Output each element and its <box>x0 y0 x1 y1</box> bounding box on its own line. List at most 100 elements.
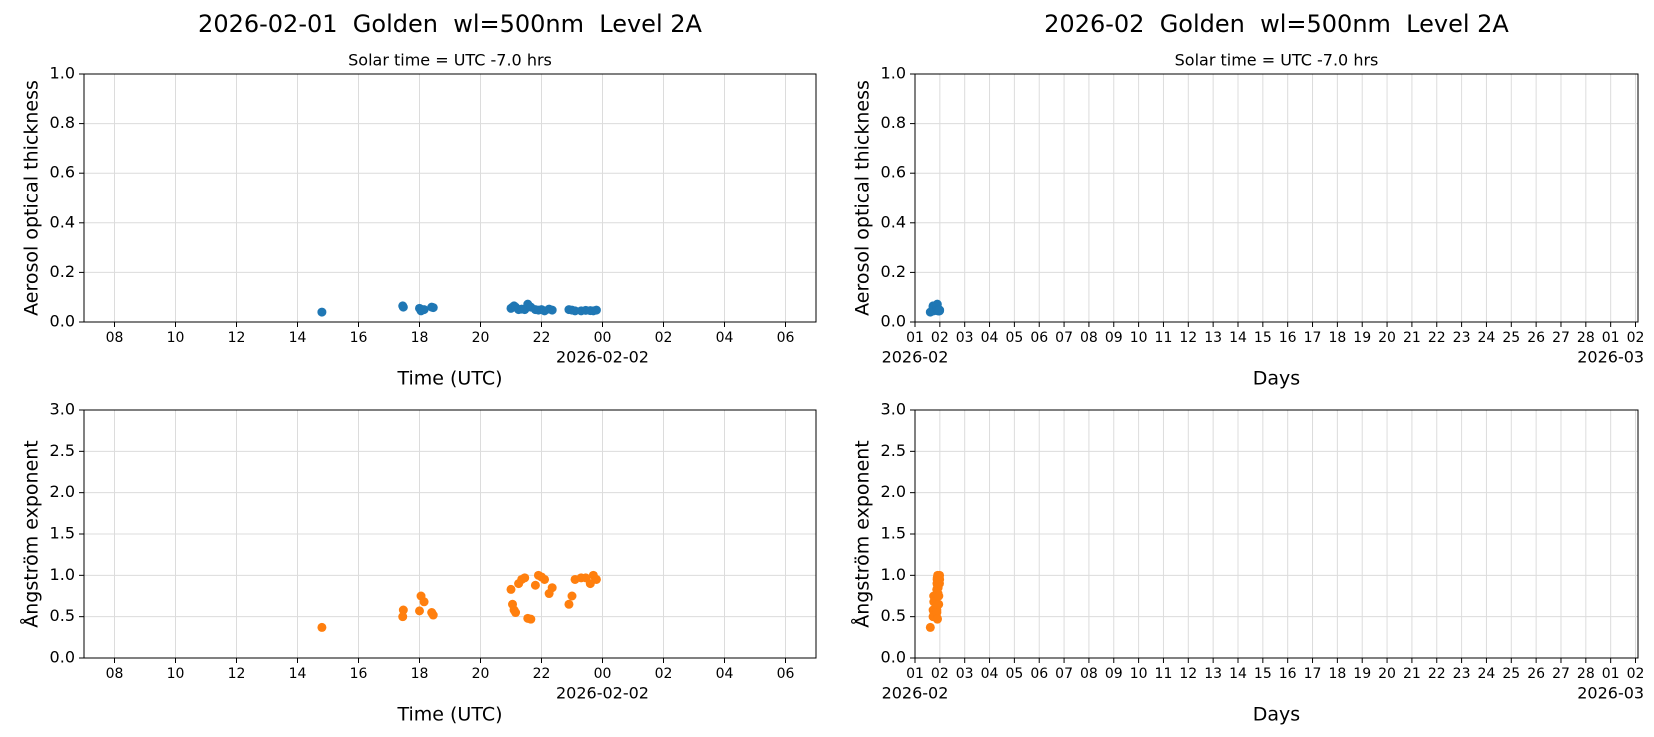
chart-subtitle: Solar time = UTC -7.0 hrs <box>348 51 552 70</box>
chart-title: 2026-02 Golden wl=500nm Level 2A <box>1044 10 1509 38</box>
x-tick-label: 23 <box>1453 666 1471 682</box>
x-tick-label: 09 <box>1105 666 1123 682</box>
x-tick-label: 22 <box>1428 666 1446 682</box>
y-tick-label: 1.0 <box>881 64 906 83</box>
plot-frame <box>914 409 1639 659</box>
data-point <box>935 305 945 315</box>
x-tick-label: 00 <box>594 330 612 346</box>
y-tick-label: 1.0 <box>50 64 75 83</box>
x-tick-label: 12 <box>1179 330 1197 346</box>
x-tick-label: 13 <box>1204 666 1222 682</box>
x-tick-label: 22 <box>533 666 551 682</box>
data-point <box>530 580 540 590</box>
x-tick-label: 26 <box>1527 330 1545 346</box>
data-point <box>925 622 935 632</box>
x-date-label: 2026-02-02 <box>556 348 649 367</box>
x-tick-label: 14 <box>1229 330 1247 346</box>
x-tick-label: 10 <box>1130 666 1148 682</box>
plot-frame <box>83 73 817 323</box>
y-tick-label: 0.6 <box>881 163 906 182</box>
x-tick-label: 19 <box>1353 666 1371 682</box>
x-tick-label: 02 <box>655 666 673 682</box>
y-axis-label: Aerosol optical thickness <box>852 80 874 316</box>
x-tick-label: 11 <box>1155 666 1173 682</box>
x-date-label: 2026-03 <box>1577 348 1644 367</box>
x-date-label: 2026-03 <box>1577 684 1644 703</box>
x-tick-label: 09 <box>1105 330 1123 346</box>
data-point <box>428 610 438 620</box>
x-tick-label: 14 <box>289 666 307 682</box>
x-axis-label: Days <box>1253 704 1300 726</box>
y-tick-label: 0.4 <box>50 212 75 231</box>
data-point <box>935 574 945 584</box>
y-tick-label: 0.0 <box>50 648 75 667</box>
x-tick-label: 04 <box>716 666 734 682</box>
plot-frame <box>83 409 817 659</box>
data-point <box>398 302 408 312</box>
x-tick-label: 02 <box>655 330 673 346</box>
x-tick-label: 17 <box>1304 666 1322 682</box>
x-tick-label: 14 <box>1229 666 1247 682</box>
x-tick-label: 06 <box>1030 330 1048 346</box>
x-tick-label: 10 <box>167 666 185 682</box>
x-axis-label: Time (UTC) <box>396 704 502 726</box>
x-tick-label: 08 <box>106 666 124 682</box>
data-point <box>540 574 550 584</box>
y-tick-label: 0.5 <box>881 606 906 625</box>
y-tick-label: 2.5 <box>50 441 75 460</box>
x-tick-label: 02 <box>1627 666 1645 682</box>
x-tick-label: 01 <box>906 330 924 346</box>
x-tick-label: 18 <box>411 330 429 346</box>
x-tick-label: 16 <box>350 666 368 682</box>
x-tick-label: 21 <box>1403 666 1421 682</box>
y-tick-label: 1.0 <box>881 565 906 584</box>
x-tick-label: 08 <box>1080 330 1098 346</box>
y-tick-label: 1.5 <box>881 524 906 543</box>
x-tick-label: 03 <box>956 330 974 346</box>
x-tick-label: 14 <box>289 330 307 346</box>
x-tick-label: 02 <box>1627 330 1645 346</box>
x-tick-label: 16 <box>1279 330 1297 346</box>
x-tick-label: 28 <box>1577 666 1595 682</box>
y-axis-label: Ångström exponent <box>20 440 43 628</box>
data-point <box>932 614 942 624</box>
y-tick-label: 0.8 <box>881 113 906 132</box>
x-tick-label: 11 <box>1155 330 1173 346</box>
data-point <box>428 303 438 313</box>
x-tick-label: 08 <box>1080 666 1098 682</box>
x-tick-label: 24 <box>1478 330 1496 346</box>
x-tick-label: 00 <box>594 666 612 682</box>
x-tick-label: 24 <box>1478 666 1496 682</box>
x-tick-label: 01 <box>906 666 924 682</box>
x-tick-label: 18 <box>1328 666 1346 682</box>
y-tick-label: 3.0 <box>881 400 906 419</box>
y-tick-label: 2.5 <box>881 441 906 460</box>
data-point <box>934 591 944 601</box>
x-tick-label: 12 <box>1179 666 1197 682</box>
x-tick-label: 02 <box>931 330 949 346</box>
data-point <box>526 614 536 624</box>
x-tick-label: 17 <box>1304 330 1322 346</box>
chart-title: 2026-02-01 Golden wl=500nm Level 2A <box>198 10 702 38</box>
y-tick-label: 2.0 <box>50 482 75 501</box>
x-tick-label: 16 <box>350 330 368 346</box>
data-point <box>547 583 557 593</box>
x-tick-label: 10 <box>167 330 185 346</box>
x-tick-label: 05 <box>1005 330 1023 346</box>
y-tick-label: 0.2 <box>881 262 906 281</box>
x-tick-label: 06 <box>777 330 795 346</box>
y-tick-label: 1.0 <box>50 565 75 584</box>
data-point <box>564 599 574 609</box>
x-tick-label: 04 <box>981 330 999 346</box>
x-tick-label: 13 <box>1204 330 1222 346</box>
x-tick-label: 27 <box>1552 330 1570 346</box>
y-tick-label: 0.8 <box>50 113 75 132</box>
data-point <box>506 584 516 594</box>
x-tick-label: 07 <box>1055 666 1073 682</box>
data-point <box>398 612 408 622</box>
x-tick-label: 22 <box>1428 330 1446 346</box>
y-tick-label: 0.0 <box>50 312 75 331</box>
y-tick-label: 0.5 <box>50 606 75 625</box>
x-tick-label: 01 <box>1602 330 1620 346</box>
x-tick-label: 25 <box>1502 330 1520 346</box>
